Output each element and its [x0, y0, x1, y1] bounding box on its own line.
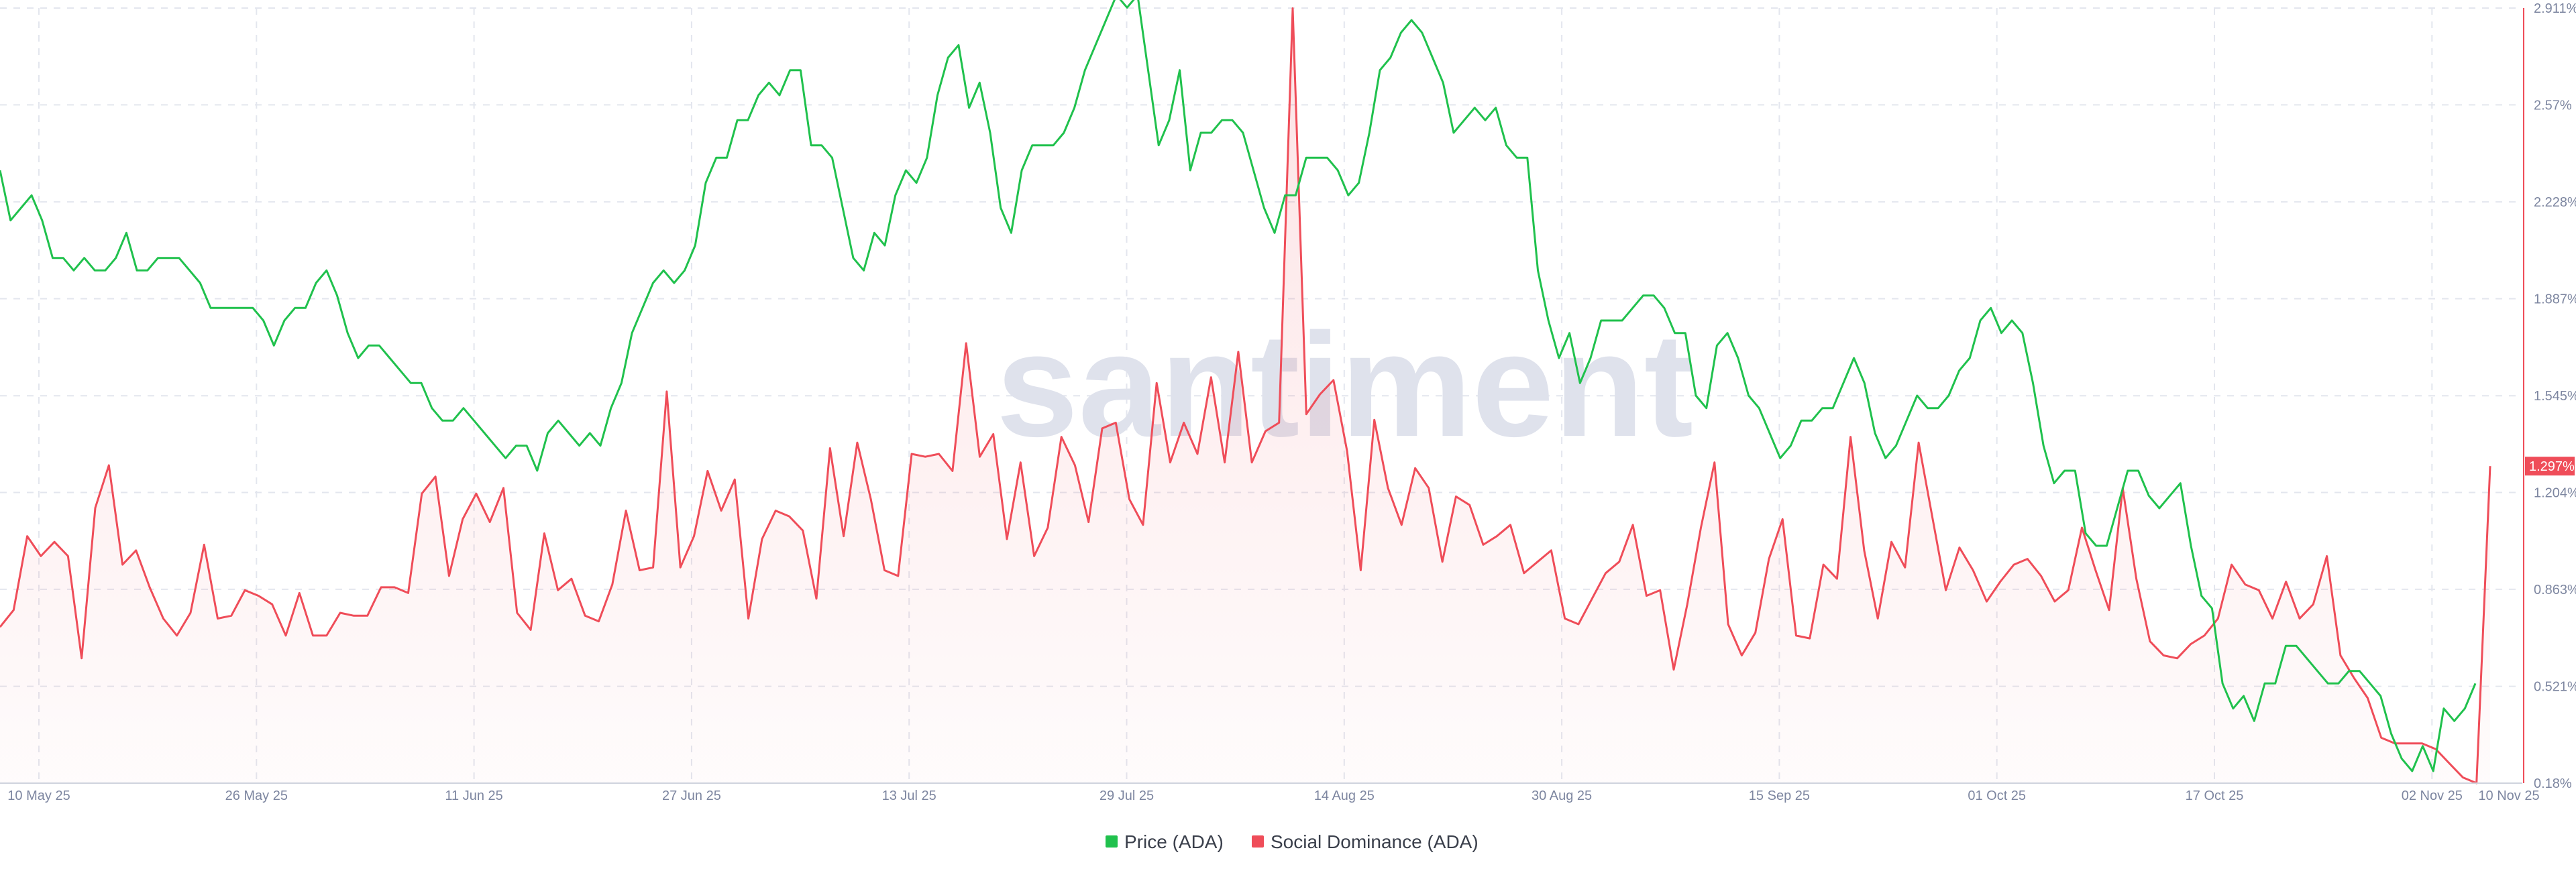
axis-layer: 0.18% 0.521% 0.863% 1.204% 1.545% 1.887% 2.228…	[0, 1, 2576, 803]
y-tick-label: 2.57%	[2534, 98, 2572, 113]
legend-label-price: Price (ADA)	[1124, 831, 1224, 852]
current-value-badge: 1.297%	[2525, 457, 2575, 476]
x-tick-label: 11 Jun 25	[445, 789, 502, 803]
current-value-label: 1.297%	[2529, 459, 2575, 474]
price-line[interactable]	[0, 0, 2477, 772]
series-layer	[0, 0, 2491, 784]
x-tick-label: 29 Jul 25	[1099, 789, 1154, 803]
x-tick-label: 14 Aug 25	[1314, 789, 1375, 803]
x-tick-label: 26 May 25	[225, 789, 288, 803]
legend-label-social-dominance: Social Dominance (ADA)	[1271, 831, 1479, 852]
social-dominance-line[interactable]	[0, 7, 2491, 784]
legend-swatch-social-dominance	[1252, 835, 1264, 848]
legend: Price (ADA) Social Dominance (ADA)	[1106, 831, 1479, 852]
legend-item-social-dominance[interactable]: Social Dominance (ADA)	[1252, 831, 1479, 852]
x-tick-label: 10 May 25	[7, 789, 70, 803]
y-tick-label: 1.887%	[2534, 292, 2576, 306]
x-tick-label: 27 Jun 25	[662, 789, 721, 803]
y-tick-label: 2.911%	[2534, 1, 2576, 16]
x-tick-label: 01 Oct 25	[1968, 789, 2026, 803]
x-tick-label: 10 Nov 25	[2478, 789, 2539, 803]
x-tick-label: 02 Nov 25	[2402, 789, 2463, 803]
y-tick-label: 0.521%	[2534, 680, 2576, 695]
y-tick-label: 0.18%	[2534, 776, 2572, 791]
social-dominance-area	[0, 8, 2490, 783]
x-tick-label: 17 Oct 25	[2186, 789, 2244, 803]
legend-swatch-price	[1106, 835, 1118, 848]
y-tick-label: 0.863%	[2534, 583, 2576, 597]
current-value-badge-bg	[2525, 457, 2575, 476]
y-tick-label: 1.545%	[2534, 389, 2576, 404]
x-tick-label: 15 Sep 25	[1749, 789, 1810, 803]
x-tick-label: 13 Jul 25	[882, 789, 936, 803]
y-tick-label: 2.228%	[2534, 195, 2576, 210]
x-tick-label: 30 Aug 25	[1532, 789, 1592, 803]
legend-item-price[interactable]: Price (ADA)	[1106, 831, 1224, 852]
y-tick-label: 1.204%	[2534, 486, 2576, 501]
